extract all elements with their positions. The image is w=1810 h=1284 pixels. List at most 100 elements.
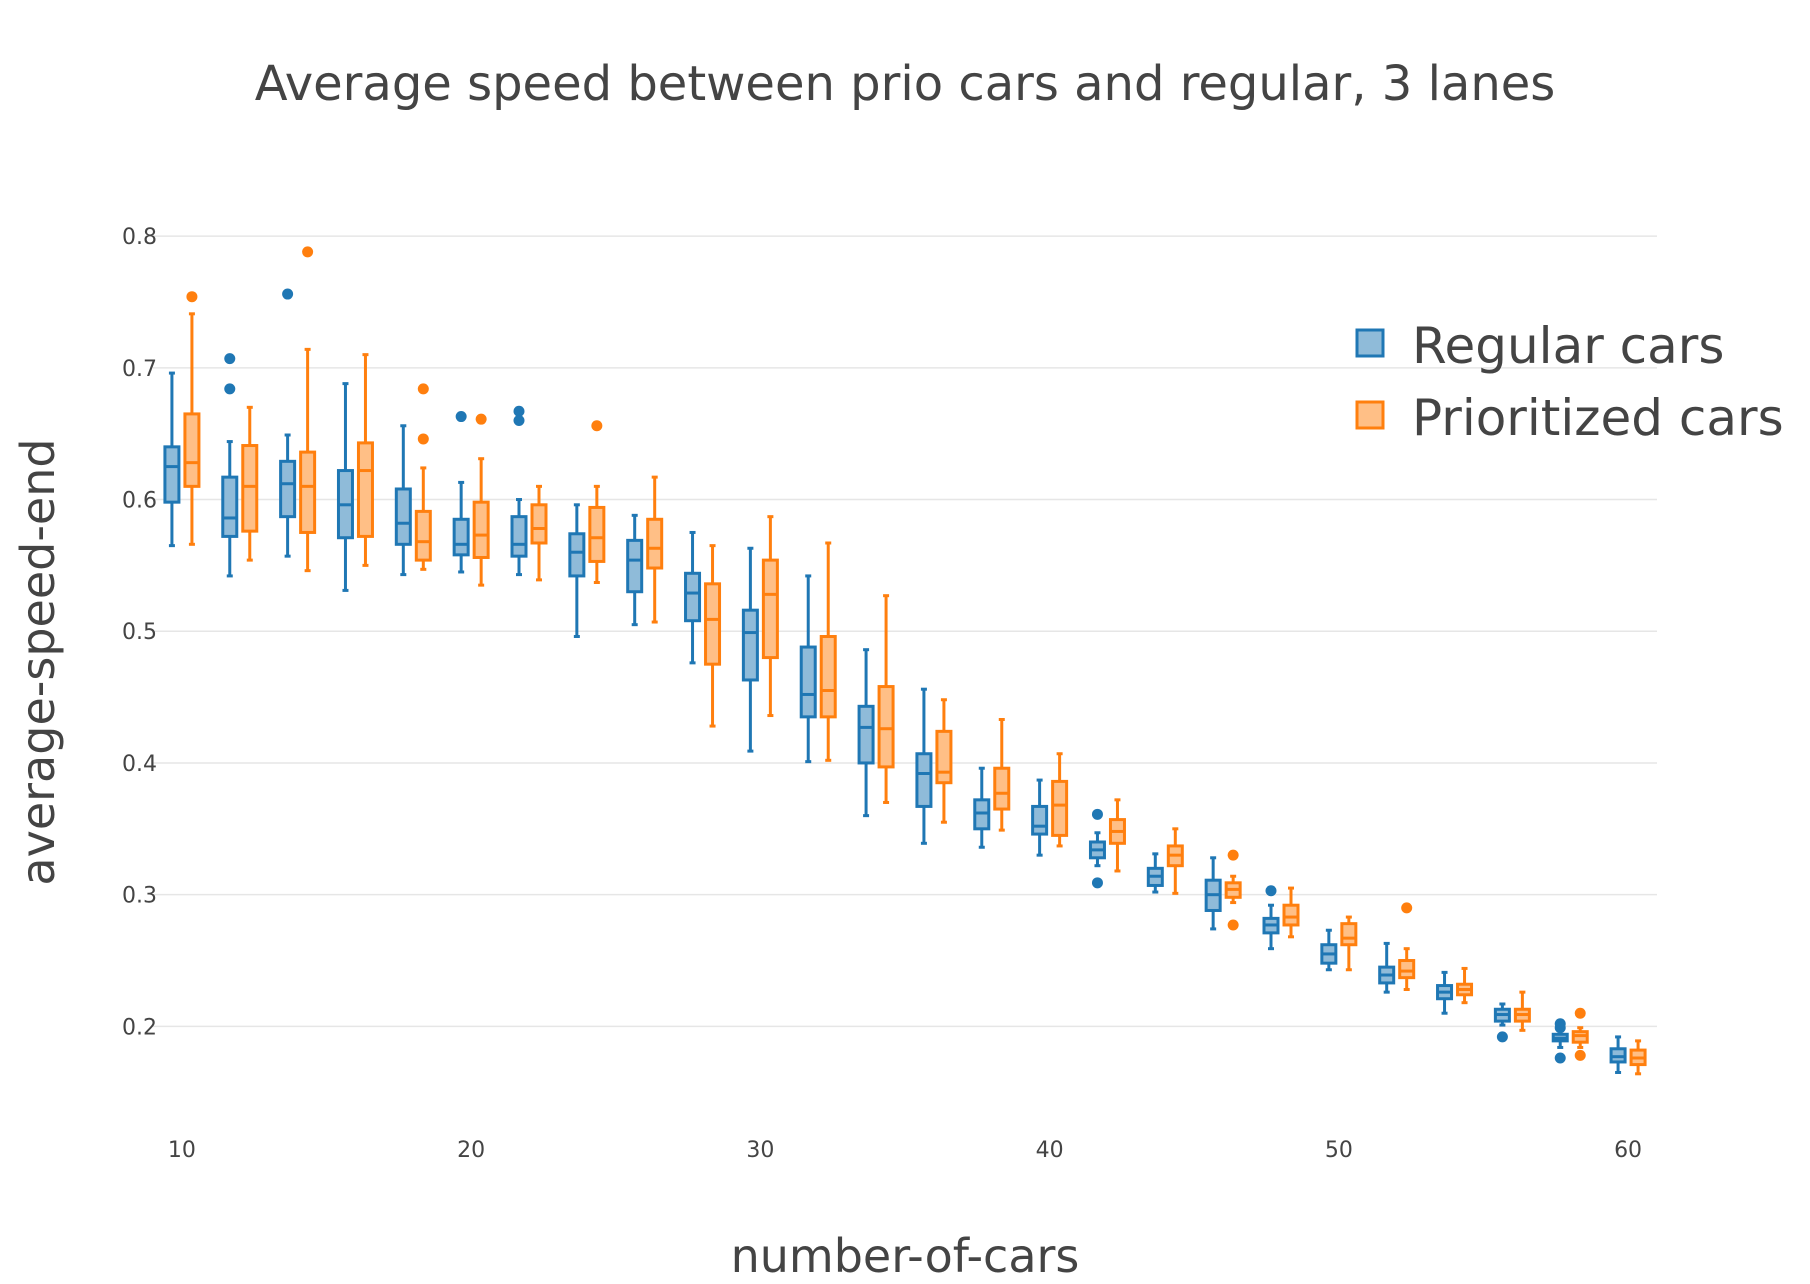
box-prioritized-cars [761,515,779,718]
y-axis-title: average-speed-end [11,438,65,885]
box-iqr [183,412,201,488]
box-prioritized-cars [993,717,1011,832]
box-prioritized-cars [530,484,548,582]
outlier-point [186,291,198,303]
box-iqr [452,517,470,557]
outlier-point [1554,1052,1566,1064]
legend-label-regular: Regular cars [1412,317,1724,375]
box-regular-cars [1031,778,1049,857]
box-regular-cars [163,371,181,548]
x-tick-label: 20 [457,1138,485,1163]
x-tick-label: 30 [746,1138,774,1163]
box-regular-cars [336,382,354,592]
box-prioritized-cars [299,246,317,573]
legend-label-prioritized: Prioritized cars [1412,389,1784,447]
boxes [163,246,1647,1076]
box-regular-cars [1088,808,1106,889]
box-iqr [626,538,644,594]
y-tick-label: 0.8 [122,225,157,250]
box-regular-cars [915,687,933,845]
box-iqr [1282,903,1300,927]
box-iqr [915,752,933,808]
outlier-point [1227,849,1239,861]
outlier-point [1265,885,1277,897]
y-tick-label: 0.5 [122,620,157,645]
box-prioritized-cars [819,541,837,762]
box-prioritized-cars [1456,966,1474,1005]
box-regular-cars [279,288,297,558]
box-iqr [568,532,586,578]
box-iqr [163,445,181,504]
box-prioritized-cars [646,475,664,624]
outlier-point [591,420,603,432]
legend-swatch-regular[interactable] [1355,328,1385,358]
box-regular-cars [1436,970,1454,1015]
box-iqr [530,503,548,545]
box-prioritized-cars [935,698,953,824]
box-iqr [414,509,432,562]
box-iqr [761,558,779,660]
x-tick-label: 10 [168,1138,196,1163]
outlier-point [475,413,487,425]
box-regular-cars [452,411,470,574]
box-prioritized-cars [1224,849,1242,931]
outlier-point [513,405,525,417]
outlier-point [455,411,467,423]
chart-title: Average speed between prio cars and regu… [255,56,1556,112]
box-regular-cars [1146,852,1164,894]
box-prioritized-cars [1629,1039,1647,1076]
box-iqr [299,450,317,534]
outlier-point [1091,877,1103,889]
y-tick-label: 0.2 [122,1015,157,1040]
box-prioritized-cars [1282,886,1300,939]
box-prioritized-cars [877,594,895,804]
box-prioritized-cars [588,420,606,585]
box-prioritized-cars [183,291,201,546]
outlier-point [224,353,236,365]
outlier-point [1227,919,1239,931]
box-iqr [356,441,374,538]
box-iqr [799,645,817,719]
outlier-point [1574,1007,1586,1019]
box-regular-cars [221,353,239,578]
outlier-point [1554,1022,1566,1034]
y-tick-label: 0.6 [122,489,157,514]
y-tick-label: 0.4 [122,752,157,777]
box-regular-cars [568,503,586,639]
outlier-point [417,383,429,395]
outlier-point [513,415,525,426]
box-iqr [1031,804,1049,836]
box-iqr [993,766,1011,811]
y-tick-label: 0.7 [122,357,157,382]
box-prioritized-cars [1108,798,1126,873]
y-axis-ticks: 0.2 0.3 0.4 0.5 0.6 0.7 0.8 [122,225,157,1040]
legend-swatch-prioritized[interactable] [1355,400,1385,430]
box-prioritized-cars [1340,915,1358,972]
box-prioritized-cars [414,383,432,571]
box-regular-cars [973,766,991,849]
box-iqr [1340,922,1358,947]
outlier-point [224,383,236,395]
box-iqr [684,571,702,623]
box-iqr [704,582,722,666]
y-tick-label: 0.3 [122,884,157,909]
outlier-point [1091,808,1103,820]
box-prioritized-cars [1513,990,1531,1032]
outlier-point [282,288,294,300]
box-iqr [221,475,239,538]
box-iqr [588,505,606,563]
box-prioritized-cars [1571,1007,1589,1061]
outlier-point [302,246,314,258]
outlier-point [417,433,429,445]
box-regular-cars [626,513,644,627]
box-prioritized-cars [472,413,490,587]
x-axis-title: number-of-cars [731,1229,1080,1283]
box-regular-cars [1493,1002,1511,1043]
box-iqr [1051,779,1069,837]
box-regular-cars [1262,885,1280,951]
box-iqr [1398,959,1416,980]
box-iqr [241,444,259,533]
box-regular-cars [1378,941,1396,994]
box-regular-cars [684,530,702,665]
